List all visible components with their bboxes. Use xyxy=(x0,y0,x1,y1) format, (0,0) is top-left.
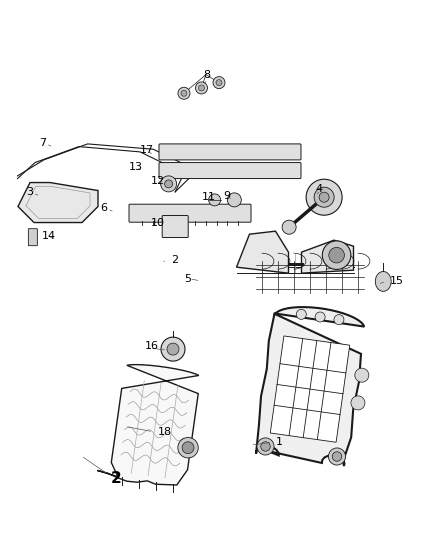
Text: 14: 14 xyxy=(42,231,56,241)
Circle shape xyxy=(334,314,344,325)
Text: 9: 9 xyxy=(223,191,230,201)
Circle shape xyxy=(332,452,342,461)
Circle shape xyxy=(282,220,296,234)
Circle shape xyxy=(178,438,198,458)
Circle shape xyxy=(261,442,270,451)
Circle shape xyxy=(351,396,365,410)
Text: 12: 12 xyxy=(151,176,165,186)
FancyBboxPatch shape xyxy=(129,204,251,222)
Text: 5: 5 xyxy=(184,274,191,284)
Text: 16: 16 xyxy=(145,342,159,351)
Circle shape xyxy=(161,176,177,192)
Text: 10: 10 xyxy=(151,218,165,228)
Circle shape xyxy=(181,90,187,96)
Circle shape xyxy=(213,77,225,88)
Circle shape xyxy=(355,368,369,382)
Text: 17: 17 xyxy=(140,146,154,155)
Circle shape xyxy=(167,343,179,355)
Circle shape xyxy=(182,442,194,454)
Polygon shape xyxy=(375,271,391,292)
Text: 8: 8 xyxy=(204,70,211,79)
Text: 2: 2 xyxy=(111,471,121,486)
Circle shape xyxy=(178,87,190,99)
Polygon shape xyxy=(237,231,289,273)
Polygon shape xyxy=(301,240,353,273)
Circle shape xyxy=(161,337,185,361)
Circle shape xyxy=(319,192,329,202)
Circle shape xyxy=(216,79,222,86)
Text: 3: 3 xyxy=(26,187,33,197)
FancyBboxPatch shape xyxy=(28,229,37,246)
Polygon shape xyxy=(256,307,364,466)
Circle shape xyxy=(314,187,334,207)
Text: 7: 7 xyxy=(39,138,46,148)
Text: 11: 11 xyxy=(201,192,215,202)
Text: 15: 15 xyxy=(390,277,404,286)
FancyBboxPatch shape xyxy=(162,215,188,238)
Text: 1: 1 xyxy=(276,438,283,447)
Polygon shape xyxy=(18,182,98,223)
Text: 18: 18 xyxy=(158,427,172,437)
Circle shape xyxy=(297,309,306,319)
Circle shape xyxy=(315,312,325,322)
Circle shape xyxy=(329,247,344,263)
Circle shape xyxy=(227,193,241,207)
Circle shape xyxy=(257,438,274,455)
Circle shape xyxy=(165,180,173,188)
Polygon shape xyxy=(270,336,350,442)
FancyBboxPatch shape xyxy=(159,163,301,179)
Circle shape xyxy=(328,448,346,465)
Text: 4: 4 xyxy=(315,184,322,194)
Text: 13: 13 xyxy=(129,162,143,172)
FancyBboxPatch shape xyxy=(159,144,301,160)
Polygon shape xyxy=(97,365,199,485)
Text: 6: 6 xyxy=(101,203,108,213)
Circle shape xyxy=(208,194,221,206)
Circle shape xyxy=(306,179,342,215)
Circle shape xyxy=(198,85,205,91)
Text: 2: 2 xyxy=(171,255,178,265)
Circle shape xyxy=(322,241,351,270)
Circle shape xyxy=(195,82,208,94)
